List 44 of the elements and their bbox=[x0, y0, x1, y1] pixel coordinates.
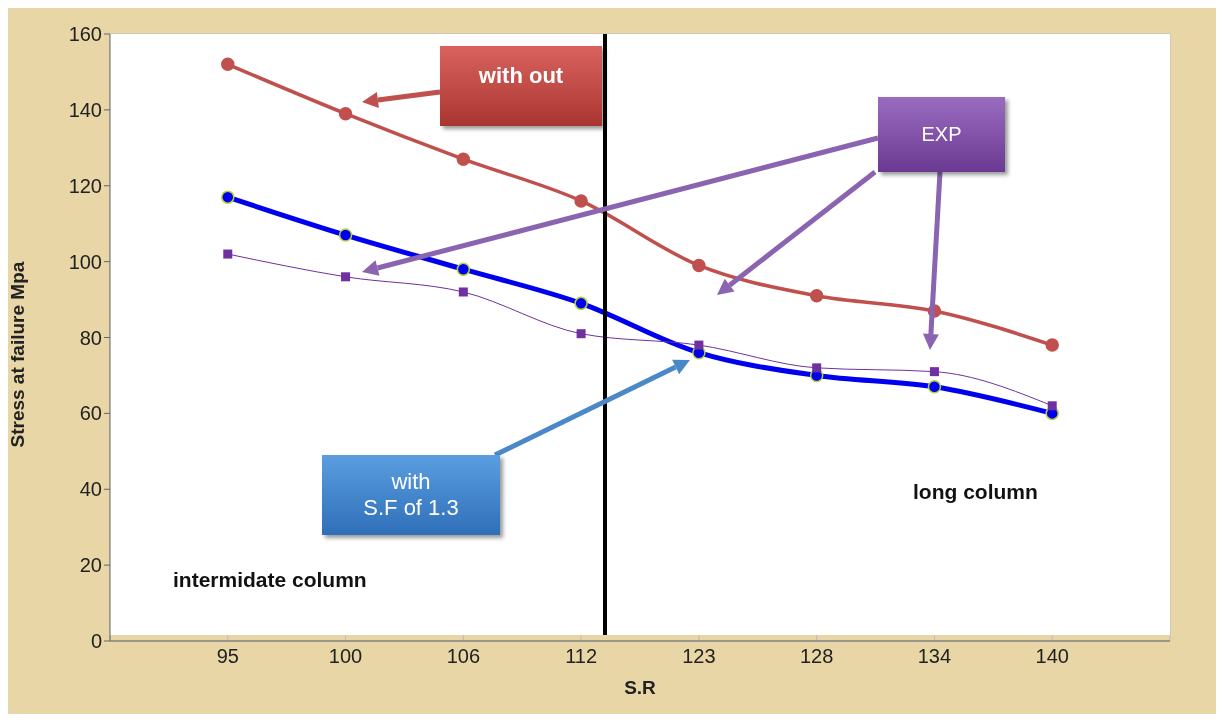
point bbox=[338, 228, 353, 242]
x-tick-label: 112 bbox=[565, 645, 598, 668]
point bbox=[221, 190, 235, 204]
point bbox=[456, 262, 471, 276]
point bbox=[812, 363, 822, 373]
x-axis-title: S.R bbox=[624, 677, 657, 698]
point bbox=[223, 249, 233, 259]
x-tick-label: 95 bbox=[216, 645, 239, 668]
x-tick-label: 140 bbox=[1035, 645, 1069, 668]
point bbox=[574, 296, 588, 311]
point bbox=[574, 194, 588, 208]
point bbox=[692, 258, 706, 273]
y-tick-label: 0 bbox=[90, 630, 102, 653]
point bbox=[576, 329, 586, 339]
annotation: intermidate column bbox=[173, 568, 367, 592]
x-tick-label: 100 bbox=[328, 645, 363, 668]
point bbox=[927, 380, 942, 394]
y-tick-label: 80 bbox=[79, 326, 102, 349]
callout-box: with S.F of 1.3 bbox=[322, 455, 500, 535]
point bbox=[456, 152, 471, 166]
y-axis-title: Stress at failure Mpa bbox=[6, 261, 28, 448]
point bbox=[458, 287, 468, 297]
y-tick-label: 60 bbox=[79, 402, 102, 425]
x-tick-label: 134 bbox=[917, 645, 952, 668]
point bbox=[809, 289, 824, 303]
callout-box: with out bbox=[440, 46, 602, 126]
y-tick-label: 100 bbox=[68, 250, 102, 273]
y-tick-label: 40 bbox=[79, 478, 102, 501]
point bbox=[221, 57, 235, 72]
y-tick-label: 20 bbox=[79, 554, 102, 577]
point bbox=[338, 106, 353, 121]
point bbox=[1047, 401, 1057, 411]
x-tick-label: 128 bbox=[799, 645, 834, 668]
y-tick-label: 160 bbox=[68, 23, 102, 46]
x-tick-label: 123 bbox=[682, 645, 716, 668]
y-tick-label: 140 bbox=[68, 98, 102, 121]
callout-box: EXP bbox=[878, 97, 1005, 172]
point bbox=[694, 340, 704, 350]
point bbox=[341, 272, 351, 282]
point bbox=[929, 367, 939, 377]
annotation: long column bbox=[913, 480, 1038, 504]
point bbox=[1045, 338, 1059, 352]
y-tick-label: 120 bbox=[68, 174, 102, 197]
x-tick-label: 106 bbox=[446, 645, 481, 668]
